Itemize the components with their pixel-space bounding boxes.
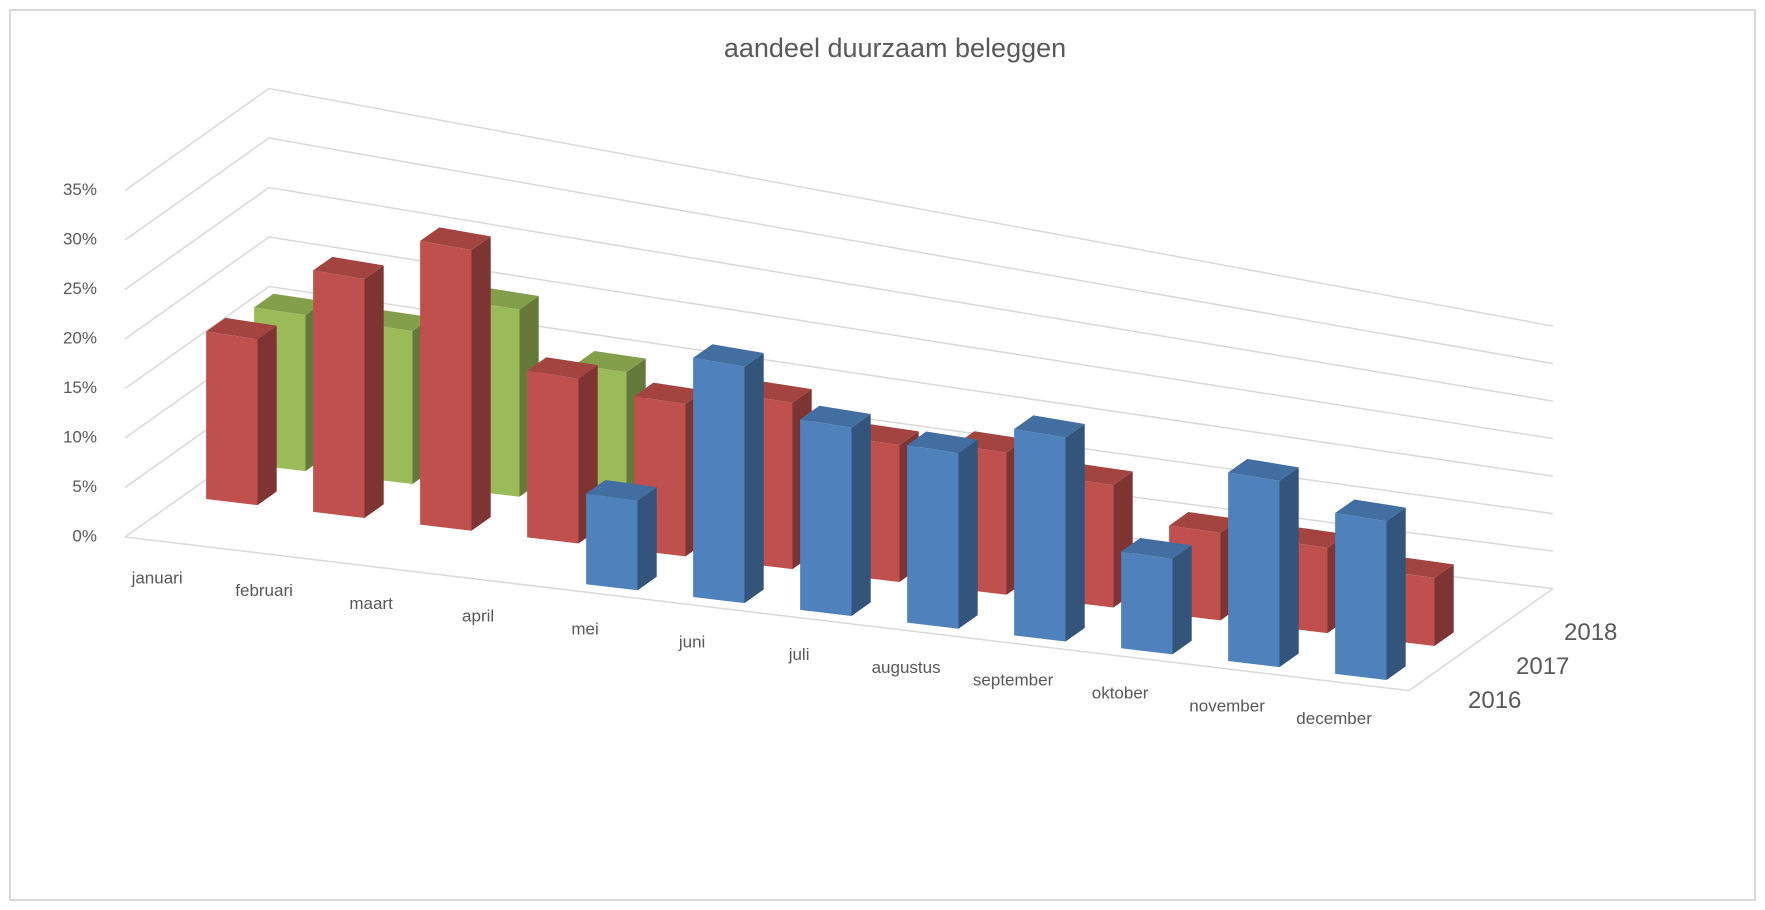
bar-front [1014,429,1066,642]
bar [800,405,871,616]
bar-top [1169,512,1240,533]
bar-side [471,236,491,531]
grid-line [124,236,1554,440]
bar-top [1335,499,1406,522]
bar [313,256,384,518]
bar-front [420,240,472,531]
bar [1335,499,1406,680]
x-tick-label: augustus [872,658,941,677]
bar [693,344,764,604]
bar-side [958,439,978,629]
bar [206,317,277,506]
bar-side [1386,507,1406,680]
bar-front [1335,513,1387,680]
x-tick-label: mei [571,620,598,639]
grid-line [124,137,1554,365]
y-tick-label: 35% [63,180,97,199]
bar-front [693,357,745,604]
bar-top [527,357,598,379]
bar-front [1228,472,1280,668]
bar-side [744,353,764,604]
bar-front [1121,551,1173,655]
x-tick-label: september [973,671,1054,690]
x-tick-label: juli [788,645,810,664]
x-tick-label: december [1296,709,1372,728]
bar-top [254,293,325,315]
bar-top [586,480,657,501]
x-tick-label: januari [131,568,183,587]
bar-top [206,317,277,340]
floor-edge [1408,587,1554,692]
y-tick-label: 15% [63,378,97,397]
x-tick-label: maart [349,594,393,613]
grid-line [124,186,1554,402]
grid-line [124,285,1554,477]
bar-side [1065,423,1085,642]
bar-front [800,419,852,616]
x-tick-label: oktober [1092,684,1149,703]
chart-title: aandeel duurzaam beleggen [724,33,1066,63]
bar-top [634,382,705,405]
bar-front [586,493,638,591]
bar-top [1014,415,1085,438]
bar-front [313,270,365,518]
bar [586,480,657,591]
y-tick-label: 5% [72,477,97,496]
legend-label: 2018 [1564,619,1617,646]
bar-top [693,344,764,367]
bar-top [800,405,871,428]
bar-side [637,487,657,591]
x-tick-label: april [462,607,494,626]
x-tick-label: februari [235,581,293,600]
bar [907,431,978,629]
grid-line [124,87,1554,327]
bar-side [364,265,384,518]
bar [1014,415,1085,642]
y-tick-label: 0% [72,526,97,545]
y-tick-label: 20% [63,328,97,347]
bar-side [1279,467,1299,668]
bar [1121,537,1192,655]
bar-front [206,331,258,506]
bar [1228,458,1299,668]
legend-label: 2016 [1468,687,1521,714]
floor-edge [124,536,1410,692]
bar-side [1172,545,1192,655]
legend-label: 2017 [1516,653,1569,680]
bar-top [907,431,978,454]
x-tick-label: november [1189,696,1265,715]
x-tick-label: juni [678,632,705,651]
bar-side [1434,564,1454,646]
y-tick-label: 25% [63,279,97,298]
bar [420,227,491,531]
y-tick-label: 30% [63,229,97,248]
y-tick-label: 10% [63,427,97,446]
bar-top [1121,537,1192,559]
bar-front [527,370,579,544]
bar-top [420,227,491,250]
bar-side [257,325,277,506]
bar-side [851,414,871,616]
bar-top [1228,458,1299,481]
bar-top [313,256,384,279]
bar-front [907,445,959,629]
